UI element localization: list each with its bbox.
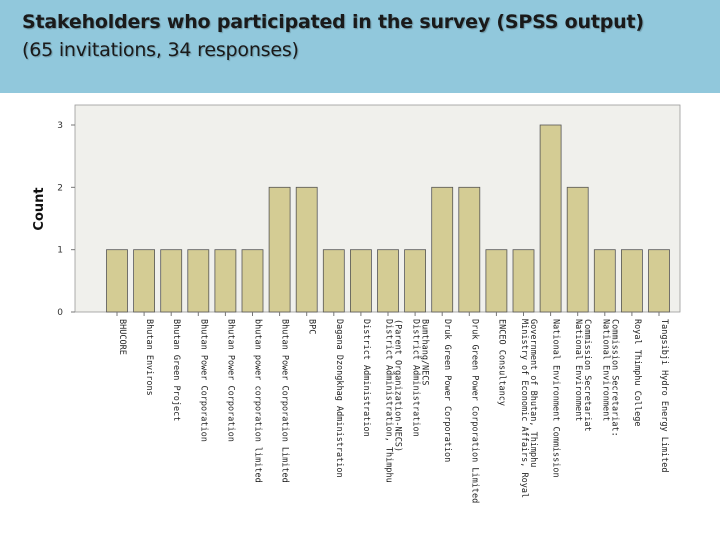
x-category-label: bhutan power corporation limited (253, 319, 263, 483)
bar (160, 249, 183, 313)
slide-subtitle: (65 invitations, 34 responses) (22, 39, 299, 61)
slide-header: Stakeholders who participated in the sur… (0, 0, 720, 93)
y-tick-label: 1 (57, 246, 63, 256)
y-tick-label: 2 (57, 183, 63, 193)
x-category-label: District AdministrationBumthang/NECS (411, 319, 430, 437)
bar (268, 186, 291, 313)
bar (295, 186, 318, 313)
bar (404, 249, 427, 313)
bar (133, 249, 156, 313)
bar (349, 249, 372, 313)
bar (485, 249, 508, 313)
x-category-label: Druk Green Power Corporation (442, 319, 452, 462)
x-category-label: Dagana Dzongkhag Administration (334, 319, 344, 478)
x-category-label: District Administration, Thimphu(Parent … (384, 319, 403, 483)
x-category-label: Bhutan Power Corporation (225, 319, 235, 442)
x-category-label: BPC (307, 319, 317, 334)
x-category-label: Bhutan Green Project (171, 319, 181, 421)
x-category-label: ENCEO Consultancy (496, 319, 506, 406)
x-category-label: Tangsibji Hydro Energy Limited (659, 319, 669, 473)
bar (214, 249, 237, 313)
y-tick-label: 3 (57, 121, 63, 131)
x-category-label: BHUCORE (117, 319, 127, 355)
slide-title: Stakeholders who participated in the sur… (22, 11, 644, 33)
bar (431, 186, 454, 313)
bar (593, 249, 616, 313)
x-axis-labels: BHUCORE Bhutan Environs Bhutan Green Proje… (116, 312, 669, 503)
bars (106, 124, 670, 313)
x-category-label: District Administration (361, 319, 371, 437)
x-category-label: National EnvironmentCommission Secretari… (573, 319, 592, 432)
bar (539, 124, 562, 313)
bar (566, 186, 589, 313)
x-category-label: Bhutan Power Corporation Limited (280, 319, 290, 483)
bar (648, 249, 670, 313)
x-category-label: National Environment Commission (551, 319, 561, 478)
bar (106, 249, 128, 313)
bar (621, 249, 643, 313)
x-category-label: Bhutan Power Corporation (198, 319, 208, 442)
y-axis-label: Count (32, 187, 47, 230)
bar (187, 249, 210, 313)
y-axis: 0 1 2 3 (57, 121, 75, 318)
bar (241, 249, 264, 313)
y-tick-label: 0 (57, 308, 63, 318)
x-category-label: Druk Green Power Corporation Limited (469, 319, 479, 503)
x-category-label: Ministry of Economic Affairs, RoyalGover… (519, 319, 538, 498)
bar (322, 249, 345, 313)
bar (458, 186, 481, 313)
x-category-label: National EnvironmentCommission Secretari… (600, 319, 619, 437)
x-category-label: Bhutan Environs (144, 319, 154, 396)
x-category-label: Royal Thimphu College (632, 319, 642, 426)
bar (377, 249, 399, 313)
bar (512, 249, 535, 313)
